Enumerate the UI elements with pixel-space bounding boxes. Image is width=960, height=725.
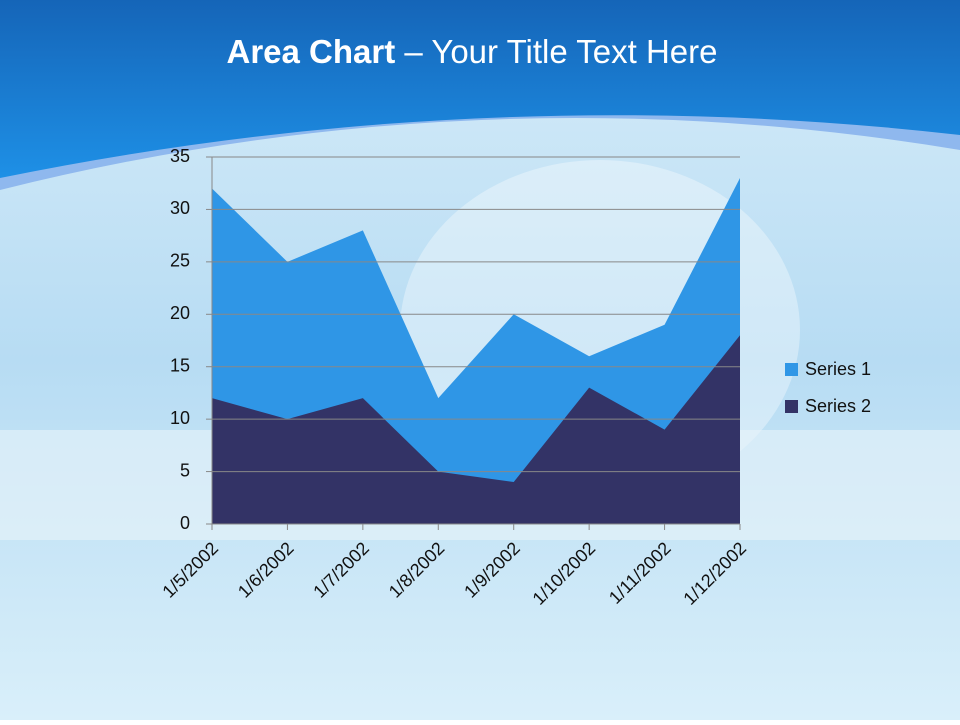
y-tick-label: 5 bbox=[180, 460, 190, 480]
y-tick-label: 25 bbox=[170, 251, 190, 271]
y-tick-label: 30 bbox=[170, 198, 190, 218]
area bbox=[212, 335, 740, 524]
y-tick-label: 35 bbox=[170, 146, 190, 166]
legend-label: Series 1 bbox=[805, 359, 871, 379]
title-bold: Area Chart bbox=[227, 33, 396, 70]
y-tick-label: 20 bbox=[170, 303, 190, 323]
y-tick-label: 0 bbox=[180, 513, 190, 533]
y-tick-label: 10 bbox=[170, 408, 190, 428]
legend-swatch bbox=[785, 400, 798, 413]
y-tick-label: 15 bbox=[170, 355, 190, 375]
header-band bbox=[0, 0, 960, 178]
legend-label: Series 2 bbox=[805, 396, 871, 416]
slide-title: Area Chart – Your Title Text Here bbox=[227, 33, 718, 70]
legend-swatch bbox=[785, 363, 798, 376]
title-text: – Your Title Text Here bbox=[404, 33, 717, 70]
